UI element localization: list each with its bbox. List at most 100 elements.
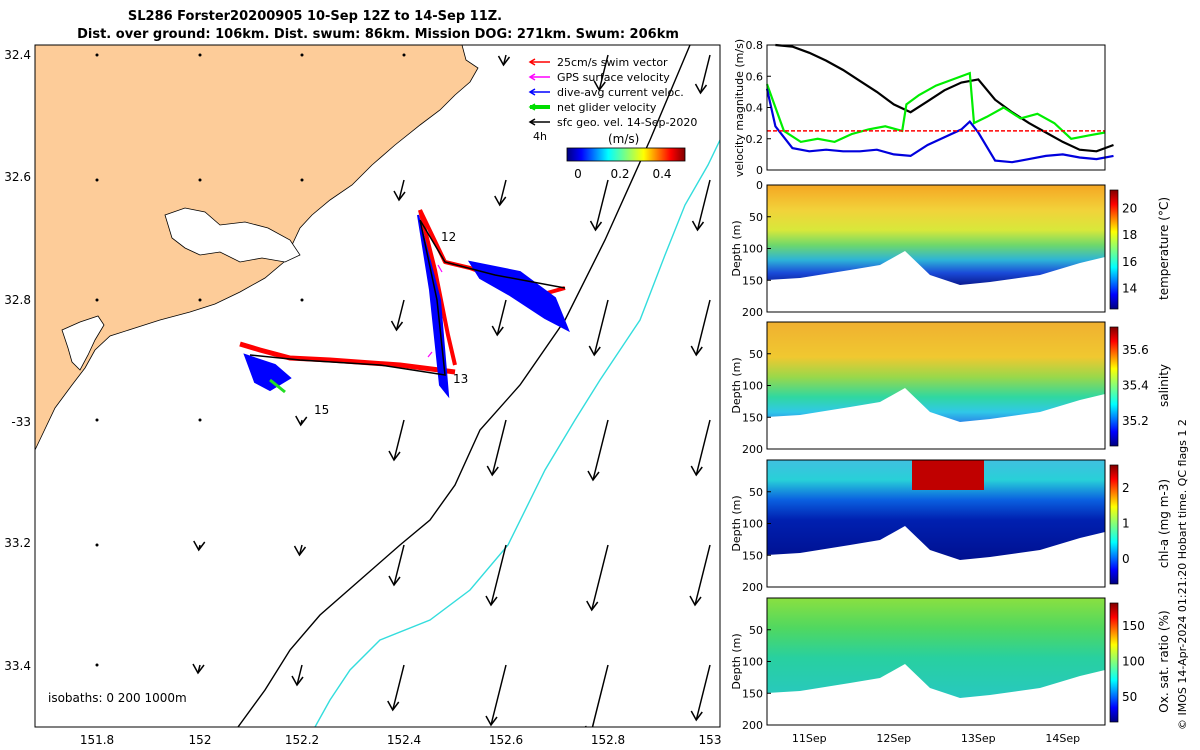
lon-label: 153: [699, 733, 722, 747]
geo-arrow: [388, 419, 405, 462]
geo-arrow: [387, 664, 405, 712]
legend-item: net glider velocity: [528, 101, 657, 114]
geo-arrow: [486, 419, 507, 477]
lat-label: 33.4: [4, 659, 31, 673]
geo-arrow: [485, 664, 507, 727]
velocity-series: [765, 43, 1114, 164]
geo-arrow: [192, 663, 205, 675]
lon-label: 152.8: [591, 733, 625, 747]
geo-arrow: [689, 544, 711, 607]
geo-arrow: [491, 299, 507, 337]
section-panel-chl-a: 50 100 150 200 Depth (m) 0 1 2 chl-a (mg m-3): [730, 459, 1171, 594]
geo-arrow: [588, 299, 609, 357]
depth-tick: 50: [749, 348, 763, 361]
lon-label: 151.8: [80, 733, 114, 747]
legend-label: GPS surface velocity: [557, 71, 670, 84]
depth-tick: 200: [742, 581, 763, 594]
geo-arrow: [494, 179, 507, 207]
geo-arrow: [193, 540, 206, 552]
colorbar-tick: 50: [1122, 690, 1137, 704]
colorbar-tick: 150: [1122, 619, 1145, 633]
lake-shape-2: [61, 315, 105, 371]
depth-tick: 150: [742, 687, 763, 700]
map-panel: 12 13 15 32.4 32.6 32.8 -33 33.2 33.4 15…: [4, 44, 722, 747]
depth-ylabel: Depth (m): [730, 495, 743, 551]
section-panel-oxygen: 50 100 150 200 Depth (m) 50 100 150 Ox. sat. rat…: [730, 597, 1171, 732]
velocity-ylabel: velocity magnitude (m/s): [733, 39, 746, 177]
depth-ylabel: Depth (m): [730, 220, 743, 276]
lon-label: 152.2: [285, 733, 319, 747]
colorbar-tick: 0.2: [610, 167, 629, 181]
geo-arrow: [293, 544, 307, 557]
velocity-ytick: 0: [756, 164, 763, 177]
depth-tick: 100: [742, 243, 763, 256]
section-colorbar: [1109, 602, 1119, 723]
geo-arrow: [587, 419, 609, 482]
geo-arrow-dot: [198, 178, 202, 182]
colorbar-title: chl-a (mg m-3): [1157, 479, 1171, 568]
legend-4h: 4h: [533, 130, 547, 143]
lat-label: -33: [11, 415, 31, 429]
colorbar-tick: 14: [1122, 282, 1137, 296]
legend-item: sfc geo. vel. 14-Sep-2020: [528, 116, 697, 129]
velocity-series-line: [765, 88, 1114, 164]
geo-arrow: [593, 54, 609, 92]
date-tick: 12Sep: [876, 732, 911, 745]
map-frame: [34, 44, 721, 728]
lat-label: 33.2: [4, 536, 31, 550]
geo-arrow-dot: [95, 543, 99, 547]
geo-arrow-dot: [95, 178, 99, 182]
depth-ylabel: Depth (m): [730, 357, 743, 413]
geo-arrow: [694, 54, 711, 95]
lake-shape: [164, 207, 301, 263]
depth-tick: 200: [742, 306, 763, 319]
chl-max-patch: [912, 460, 984, 490]
lat-label: 32.6: [4, 170, 31, 184]
geo-arrow-dot: [300, 178, 304, 182]
legend-item: GPS surface velocity: [528, 71, 670, 84]
geo-arrow: [388, 544, 405, 587]
colorbar-tick: 100: [1122, 655, 1145, 669]
colorbar-tick: 2: [1122, 481, 1130, 495]
glider-track: [239, 209, 570, 399]
legend-label: net glider velocity: [557, 101, 657, 114]
depth-tick: 150: [742, 411, 763, 424]
geo-arrow-dot: [300, 298, 304, 302]
lon-label: 152: [189, 733, 212, 747]
geo-arrow: [584, 664, 609, 727]
geo-arrow-dot: [95, 298, 99, 302]
geo-arrow: [393, 179, 406, 202]
velocity-ytick: 0.4: [746, 102, 764, 115]
date-axis: 11Sep 12Sep 13Sep 14Sep: [792, 732, 1080, 745]
legend-label: sfc geo. vel. 14-Sep-2020: [557, 116, 697, 129]
depth-ylabel: Depth (m): [730, 633, 743, 689]
depth-tick: 50: [749, 486, 763, 499]
lat-label: 32.8: [4, 293, 31, 307]
depth-tick: 150: [742, 549, 763, 562]
section-panel-temperature: 0 50 100 150 200 Depth (m) 14 16 18 20 temperature…: [730, 179, 1171, 319]
section-data-fill: [767, 598, 1105, 698]
colorbar-tick: 0: [574, 167, 582, 181]
figure-title-line2: Dist. over ground: 106km. Dist. swum: 86…: [77, 27, 679, 42]
geo-arrow-dot: [300, 53, 304, 57]
geo-arrow: [690, 299, 711, 357]
geo-arrow-dot: [198, 53, 202, 57]
colorbar-tick: 1: [1122, 517, 1130, 531]
day-label-15: 15: [314, 403, 329, 417]
geo-arrow: [589, 179, 609, 232]
section-data-fill: [767, 460, 1105, 560]
lon-label: 152.4: [387, 733, 421, 747]
colorbar-title: temperature (°C): [1157, 197, 1171, 300]
colorbar-tick: 35.2: [1122, 414, 1149, 428]
velocity-ytick: 0.8: [746, 39, 764, 52]
lon-label: 152.6: [489, 733, 523, 747]
geo-arrow: [485, 544, 507, 607]
date-tick: 13Sep: [961, 732, 996, 745]
lat-label: 32.4: [4, 48, 31, 62]
colorbar-label: (m/s): [608, 132, 639, 146]
geo-arrow: [295, 415, 308, 427]
colorbar-tick: 20: [1122, 201, 1137, 215]
depth-tick: 200: [742, 719, 763, 732]
depth-tick: 50: [749, 211, 763, 224]
